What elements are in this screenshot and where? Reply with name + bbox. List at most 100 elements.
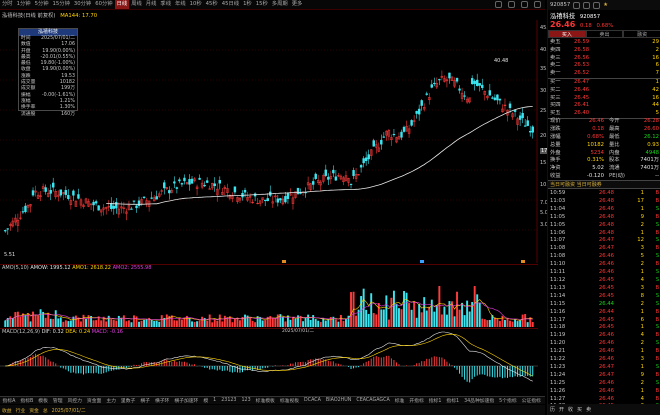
tick-row[interactable]: 11:15 26.44 2 S — [548, 301, 660, 309]
status-item[interactable]: 资金 — [29, 408, 39, 414]
trade-tab-1[interactable]: 卖出 — [585, 30, 624, 38]
tick-row[interactable]: 11:07 26.47 12 S — [548, 237, 660, 245]
indicator-tab[interactable]: DCACA — [304, 398, 321, 403]
orderbook-row[interactable]: 卖五 26.59 29 — [548, 39, 660, 47]
indicator-tab[interactable]: 标准模板 — [255, 399, 275, 404]
tick-row[interactable]: 11:20 26.46 2 S — [548, 340, 660, 348]
period-tab-3[interactable]: 15分钟 — [52, 1, 70, 7]
star-icon[interactable]: ★ — [603, 2, 608, 8]
chart-icon[interactable] — [583, 1, 591, 9]
period-tab-10[interactable]: 年线 — [175, 1, 186, 7]
tick-row[interactable]: 11:24 26.47 9 B — [548, 372, 660, 380]
period-tab-1[interactable]: 1分钟 — [16, 1, 31, 7]
window-icon[interactable] — [534, 1, 541, 8]
indicator-tab[interactable]: 横子加速环 — [174, 399, 199, 404]
period-tab-16[interactable]: 多周期 — [271, 1, 288, 7]
indicator-tab[interactable]: 23123 — [221, 398, 237, 403]
period-tab-0[interactable]: 分时 — [2, 1, 13, 7]
indicator-tab[interactable]: 5个指标 — [499, 399, 517, 404]
footer-button[interactable]: 买 — [577, 407, 583, 413]
tick-row[interactable]: 11:14 26.45 8 S — [548, 293, 660, 301]
tick-row[interactable]: 11:26 26.46 1 B — [548, 388, 660, 396]
indicator-tab[interactable]: 主力 — [106, 399, 116, 404]
indicator-tab[interactable]: 指标1 — [446, 399, 460, 404]
candlestick-chart[interactable]: 40.48 5.51 — [0, 20, 538, 263]
tick-row[interactable]: 11:23 26.47 1 S — [548, 364, 660, 372]
period-tab-6[interactable]: 日线 — [114, 0, 130, 9]
tick-row[interactable]: 11:06 26.48 1 B — [548, 230, 660, 238]
period-tab-15[interactable]: 15秒 — [255, 1, 268, 7]
status-item[interactable]: 收益 — [2, 408, 12, 414]
indicator-tab[interactable]: 模板 — [38, 399, 48, 404]
indicator-tab[interactable]: 标准 — [394, 399, 405, 404]
tick-row[interactable]: 11:04 26.46 1 S — [548, 206, 660, 214]
status-item[interactable]: 行业 — [15, 408, 26, 414]
period-tab-11[interactable]: 10秒 — [189, 1, 202, 7]
tick-row[interactable]: 11:05 26.48 2 S — [548, 222, 660, 230]
orderbook-row[interactable]: 买四 26.41 44 — [548, 102, 660, 110]
tick-row[interactable]: 11:17 26.45 6 B — [548, 317, 660, 325]
amo-indicator-chart[interactable]: 300002000010000 — [0, 264, 538, 328]
tick-row[interactable]: 11:18 26.45 1 S — [548, 324, 660, 332]
period-tab-13[interactable]: 45日线 — [221, 1, 240, 7]
orderbook-row[interactable]: 买二 26.46 42 — [548, 87, 660, 95]
trade-tab-2[interactable]: 融资 — [623, 30, 660, 38]
tick-row[interactable]: 11:16 26.44 1 B — [548, 309, 660, 317]
orderbook-row[interactable]: 买五 26.40 5 — [548, 110, 660, 118]
tick-row[interactable]: 11:10 26.46 2 B — [548, 261, 660, 269]
event-marker[interactable] — [420, 260, 424, 263]
indicator-tab[interactable]: 指标A — [2, 399, 16, 404]
orderbook-row[interactable]: 卖一 26.52 7 — [548, 70, 660, 78]
tick-row[interactable]: 11:25 26.46 2 S — [548, 380, 660, 388]
tick-row[interactable]: 10:59 26.48 1 B — [548, 190, 660, 198]
trade-tab-0[interactable]: 买入 — [548, 30, 586, 38]
status-item[interactable]: 2025/07/01/二 — [51, 408, 86, 414]
indicator-tab[interactable]: BIAO2HUN — [325, 398, 352, 403]
tick-row[interactable]: 11:27 26.46 4 B — [548, 396, 660, 404]
macd-indicator-chart[interactable]: 2.001.000.00-1.00-2.002025/07/01/二 — [0, 328, 538, 396]
indicator-tab[interactable]: 指标B — [20, 399, 34, 404]
period-tab-12[interactable]: 45秒 — [205, 1, 218, 7]
footer-button[interactable]: 历 — [550, 407, 556, 413]
indicator-tab[interactable]: 1 — [213, 398, 217, 403]
period-tab-17[interactable]: 更多 — [291, 1, 303, 7]
event-marker[interactable] — [521, 260, 525, 263]
indicator-tab[interactable]: 横子 — [140, 399, 150, 404]
footer-button[interactable]: 开 — [559, 407, 565, 413]
period-tab-9[interactable]: 季线 — [160, 1, 172, 7]
indicator-tab[interactable]: 管理 — [52, 399, 63, 404]
orderbook-row[interactable]: 买三 26.45 16 — [548, 95, 660, 103]
indicator-tab[interactable]: 标准视板 — [279, 399, 300, 404]
orderbook-row[interactable]: 卖四 26.58 2 — [548, 47, 660, 55]
grid-icon[interactable] — [593, 1, 601, 9]
footer-button[interactable]: 收 — [568, 407, 574, 413]
event-marker[interactable] — [282, 260, 286, 263]
period-tab-8[interactable]: 月线 — [145, 1, 157, 7]
tick-row[interactable]: 11:19 26.46 4 B — [548, 332, 660, 340]
home-icon[interactable] — [573, 1, 581, 9]
indicator-tab[interactable]: 开指标 — [409, 399, 424, 404]
indicator-tab[interactable]: 34品种加速指 — [464, 399, 495, 404]
grid-icon[interactable] — [521, 1, 528, 8]
indicator-tab[interactable]: 公证指标 — [521, 399, 541, 404]
tick-row[interactable]: 11:03 26.48 17 B — [548, 198, 660, 206]
indicator-tab[interactable]: 资金面 — [86, 399, 102, 404]
tick-row[interactable]: 11:13 26.45 3 B — [548, 285, 660, 293]
indicator-tab[interactable]: CEACAGAGCA — [356, 398, 390, 403]
indicator-tab[interactable]: 里数子 — [120, 399, 136, 404]
layout-icon[interactable] — [508, 1, 515, 8]
orderbook-row[interactable]: 卖三 26.56 16 — [548, 55, 660, 63]
indicator-tab[interactable]: 模 — [203, 399, 209, 404]
indicator-tab[interactable]: 123 — [241, 398, 251, 403]
footer-button[interactable]: 卖 — [586, 407, 592, 413]
tick-row[interactable]: 11:08 26.46 5 S — [548, 253, 660, 261]
indicator-tab[interactable]: 指标1 — [428, 399, 442, 404]
period-tab-4[interactable]: 30分钟 — [73, 1, 92, 7]
tick-row[interactable]: 11:08 26.47 3 B — [548, 245, 660, 253]
toolbar-icon[interactable] — [495, 1, 502, 8]
tick-row[interactable]: 11:05 26.48 9 B — [548, 214, 660, 222]
period-tab-5[interactable]: 60分钟 — [95, 1, 113, 7]
tick-list[interactable]: 10:59 26.48 1 B 11:03 26.48 17 B 11:04 26.46 1 S 11:… — [548, 190, 660, 411]
orderbook-row[interactable]: 买一 26.47 1 — [548, 79, 660, 87]
indicator-tab[interactable]: 风控力 — [67, 399, 82, 404]
